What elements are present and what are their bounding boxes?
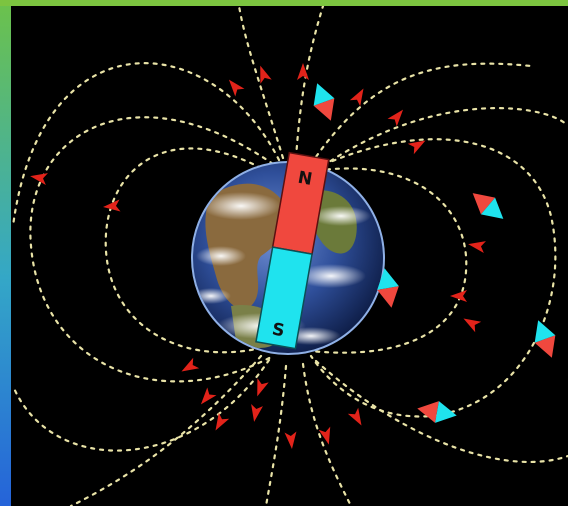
compass-needle-icon — [377, 268, 399, 308]
field-arrow-icon — [215, 412, 230, 431]
field-arrow-icon — [30, 173, 48, 185]
compass-needles — [313, 83, 556, 423]
field-line — [309, 138, 557, 418]
compass-needle-icon — [313, 83, 335, 121]
north-pole-label: N — [296, 168, 313, 190]
field-lines — [11, 6, 568, 506]
field-arrow-icon — [468, 241, 486, 253]
field-line — [301, 362, 353, 506]
field-arrow-icon — [257, 378, 269, 397]
field-arrow-icon — [284, 431, 297, 449]
field-arrow-icon — [181, 357, 200, 372]
field-line — [321, 107, 568, 168]
compass-needle-icon — [472, 193, 504, 219]
field-line — [314, 359, 568, 463]
field-line — [29, 116, 275, 383]
field-line — [307, 167, 468, 354]
field-line — [237, 6, 285, 160]
field-arrow-icon — [407, 140, 426, 155]
field-arrow-icon — [228, 79, 245, 97]
frame-gradient-bar-top — [0, 0, 568, 6]
bar-magnet: N S — [255, 151, 330, 350]
field-arrow-icon — [318, 426, 331, 445]
field-line — [69, 354, 263, 506]
compass-needle-icon — [417, 401, 457, 423]
frame-gradient-bar-left — [0, 0, 11, 506]
field-arrow-icon — [347, 407, 362, 426]
field-arrow-icon — [103, 199, 121, 212]
field-line — [104, 147, 263, 354]
field-arrow-icon — [260, 65, 272, 84]
field-line — [11, 62, 281, 228]
field-arrow-icon — [297, 63, 309, 80]
field-arrow-icon — [387, 109, 404, 127]
magnet-south-pole — [255, 246, 313, 350]
field-line — [11, 358, 271, 452]
field-line — [309, 62, 533, 166]
magnetic-field-diagram: N S — [11, 6, 568, 506]
field-line — [294, 6, 325, 160]
field-arrow-icon — [463, 318, 482, 333]
field-arrow-icon — [200, 387, 217, 405]
field-arrows — [30, 63, 486, 449]
compass-needle-icon — [534, 320, 556, 358]
field-arrow-icon — [251, 404, 263, 422]
field-arrow-icon — [349, 88, 364, 107]
field-line — [264, 364, 288, 506]
field-arrow-icon — [450, 290, 467, 302]
diagram-canvas: N S — [11, 6, 568, 506]
south-pole-label: S — [271, 320, 287, 342]
